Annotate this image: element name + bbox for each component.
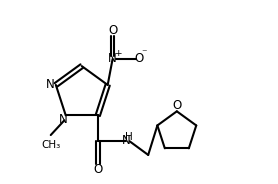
Text: CH₃: CH₃ [41,140,60,150]
Text: O: O [93,163,102,176]
Text: N: N [122,134,131,147]
Text: ⁻: ⁻ [141,49,147,59]
Text: O: O [172,99,182,112]
Text: N: N [46,78,54,91]
Text: O: O [134,52,144,65]
Text: +: + [114,49,121,58]
Text: H: H [125,132,132,142]
Text: N: N [59,113,68,126]
Text: O: O [108,24,117,38]
Text: N: N [108,52,117,65]
